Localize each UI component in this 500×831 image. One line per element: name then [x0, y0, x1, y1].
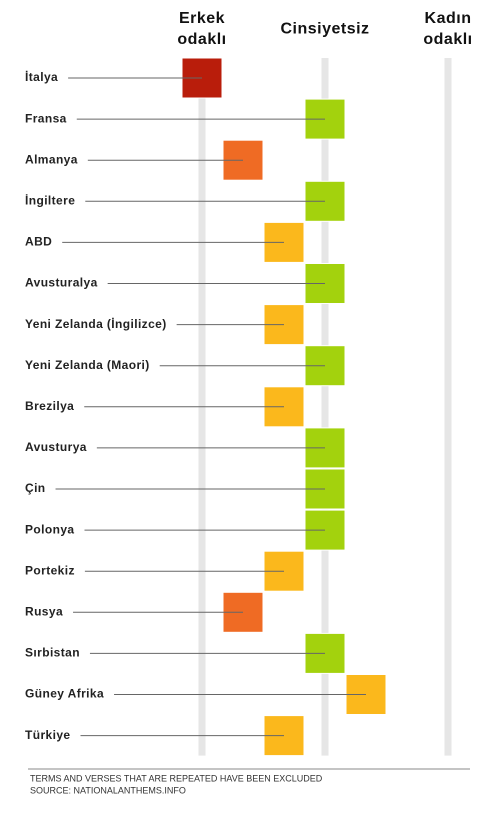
category-label: Rusya — [25, 604, 63, 618]
footnote: TERMS AND VERSES THAT ARE REPEATED HAVE … — [30, 773, 323, 783]
category-label: ABD — [25, 235, 52, 249]
category-label: Yeni Zelanda (Maori) — [25, 358, 150, 372]
category-label: Avusturya — [25, 440, 87, 454]
category-label: Brezilya — [25, 399, 74, 413]
category-label: Türkiye — [25, 728, 71, 742]
x-tick-label: Erkek odaklı — [177, 10, 227, 48]
category-label: Polonya — [25, 522, 74, 536]
category-label: Avusturalya — [25, 276, 98, 290]
category-label: Fransa — [25, 111, 67, 125]
category-label: Sırbistan — [25, 646, 80, 660]
category-label: Çin — [25, 481, 46, 495]
category-label: Güney Afrika — [25, 687, 104, 701]
source: SOURCE: NATIONALANTHEMS.INFO — [30, 785, 186, 795]
category-label: Almanya — [25, 152, 78, 166]
category-label: İngiltere — [25, 192, 75, 207]
x-tick-label: Kadın odaklı — [423, 10, 473, 48]
x-tick-label: Cinsiyetsiz — [280, 20, 370, 38]
category-label: Portekiz — [25, 563, 75, 577]
category-label: İtalya — [25, 69, 58, 84]
category-label: Yeni Zelanda (İngilizce) — [25, 316, 167, 331]
